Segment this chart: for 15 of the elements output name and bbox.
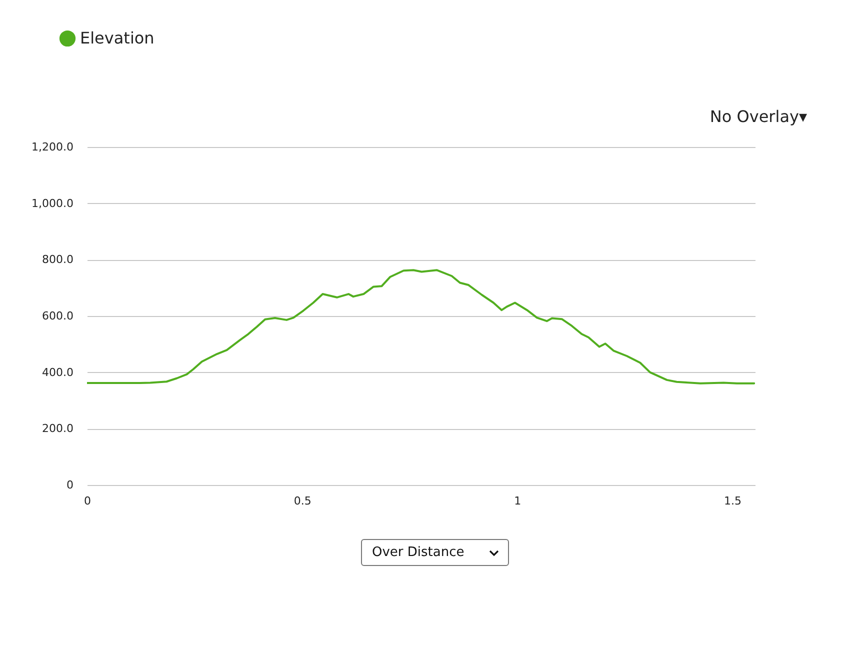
line-series	[87, 269, 755, 384]
y-tick-label: 1,200.0	[32, 140, 74, 154]
dropdown-field: Over Distance	[361, 539, 509, 566]
x-tick-label: 0	[84, 494, 91, 508]
y-tick-label: 0	[66, 478, 74, 492]
y-tick-label: 800.0	[42, 253, 74, 266]
x-tick-label: 1	[514, 494, 522, 508]
x-tick-label: 0.5	[294, 494, 312, 508]
y-tick-label: 200.0	[42, 422, 74, 436]
y-tick-label: 600.0	[42, 310, 74, 322]
y-tick-label: 1,000.0	[32, 196, 74, 210]
text: No Overlay▾	[710, 107, 807, 126]
y-tick-label: 400.0	[42, 366, 74, 379]
x-tick-label: 1.5	[724, 494, 742, 508]
legend-label: Elevation	[80, 28, 154, 48]
